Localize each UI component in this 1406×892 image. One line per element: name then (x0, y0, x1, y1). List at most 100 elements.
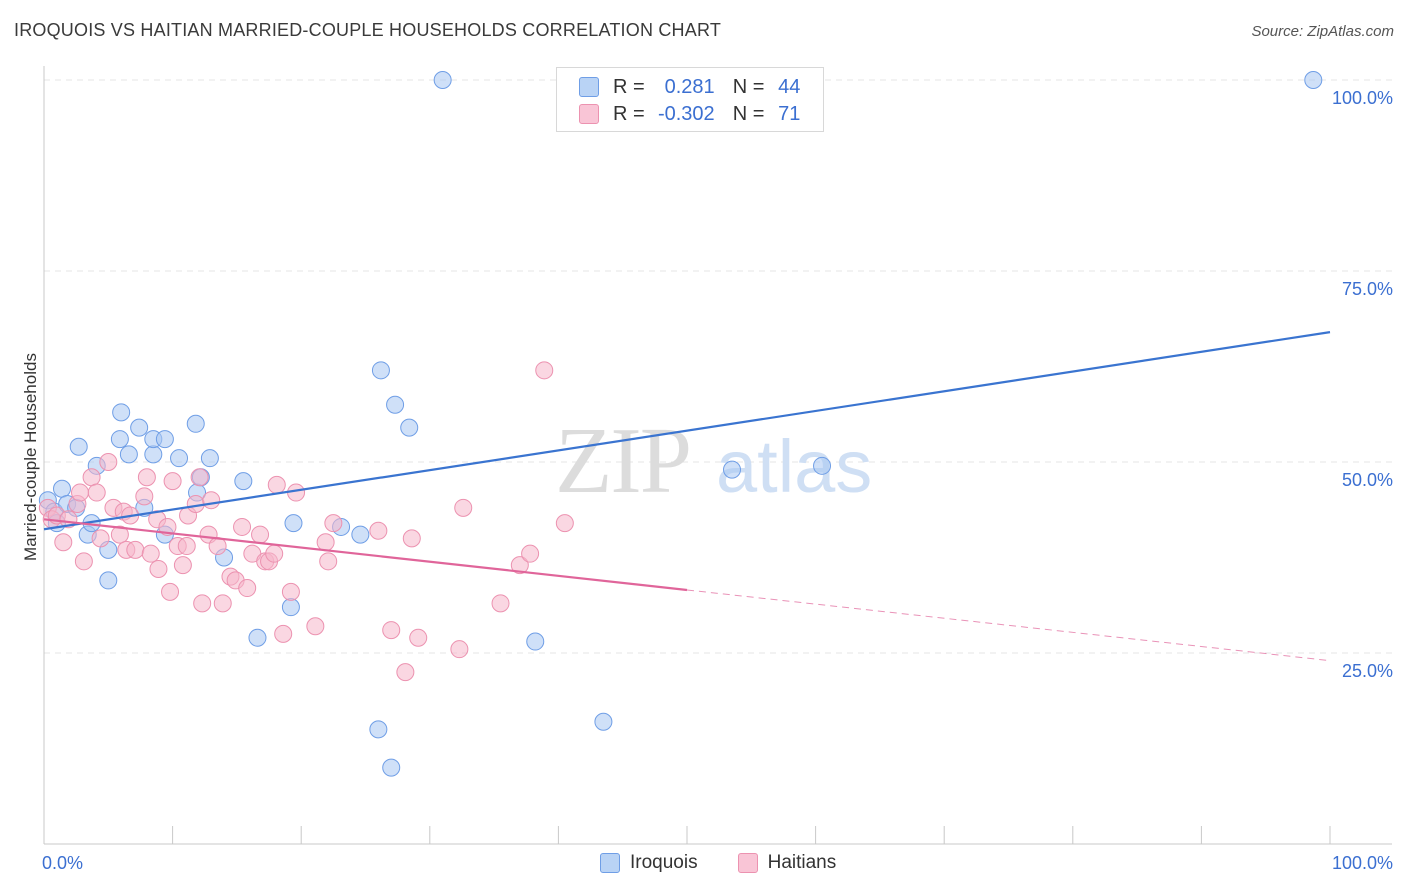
legend-row-iroquois: R = 0.281 N = 44 (579, 75, 800, 99)
point-haitians (521, 544, 540, 563)
point-iroquois (386, 395, 405, 414)
point-haitians (149, 559, 168, 578)
legend-n-value: 71 (778, 102, 801, 125)
point-haitians (267, 475, 286, 494)
point-haitians (369, 521, 388, 540)
point-haitians (82, 468, 101, 487)
point-iroquois (382, 758, 401, 777)
point-haitians (555, 514, 574, 533)
point-haitians (324, 514, 343, 533)
points (38, 71, 1323, 777)
point-haitians (71, 483, 90, 502)
point-haitians (54, 533, 73, 552)
point-iroquois (369, 720, 388, 739)
point-iroquois (351, 525, 370, 544)
trend-line-haitians (43, 518, 688, 592)
point-iroquois (248, 628, 267, 647)
legend-r-value: -0.302 (657, 102, 715, 125)
point-iroquois (723, 460, 742, 479)
legend-n-label: N = (732, 75, 765, 98)
point-iroquois (1304, 71, 1323, 89)
trend-line-extension-haitians (686, 589, 1331, 662)
chart-title: IROQUOIS VS HAITIAN MARRIED-COUPLE HOUSE… (14, 20, 722, 40)
point-iroquois (170, 449, 189, 468)
x-tick-label-max: 100.0% (1332, 853, 1393, 873)
point-iroquois (813, 456, 832, 475)
legend-r-label: R = (613, 75, 645, 98)
legend-r-label: R = (613, 102, 645, 125)
point-haitians (141, 544, 160, 563)
point-haitians (173, 556, 192, 575)
bottom-legend: Iroquois Haitians (600, 852, 836, 874)
point-haitians (450, 640, 469, 659)
bottom-legend-swatch-haitians (737, 853, 758, 873)
point-haitians (213, 594, 232, 613)
point-haitians (87, 483, 106, 502)
watermark-zip: ZIP (555, 409, 690, 513)
legend-r-value: 0.281 (664, 75, 715, 98)
point-iroquois (281, 598, 300, 617)
trend-lines (43, 331, 1331, 662)
point-iroquois (53, 479, 72, 498)
bottom-legend-haitians: Haitians (767, 852, 837, 873)
legend-row-haitians: R = -0.302 N = 71 (579, 102, 800, 126)
point-haitians (190, 468, 209, 487)
point-iroquois (110, 430, 129, 449)
point-haitians (409, 628, 428, 647)
legend-box: R = 0.281 N = 44 R = -0.302 N = 71 (556, 67, 824, 132)
legend-swatch-iroquois (579, 77, 599, 97)
point-haitians (135, 487, 154, 506)
point-iroquois (99, 571, 118, 590)
point-haitians (161, 582, 180, 601)
point-haitians (193, 594, 212, 613)
point-haitians (158, 517, 177, 536)
point-iroquois (526, 632, 545, 651)
point-haitians (274, 624, 293, 643)
point-iroquois (371, 361, 390, 380)
point-iroquois (112, 403, 131, 422)
x-tick-label-min: 0.0% (42, 853, 83, 873)
point-haitians (265, 544, 284, 563)
point-haitians (238, 579, 257, 598)
bottom-legend-iroquois: Iroquois (630, 852, 698, 873)
point-iroquois (594, 712, 613, 731)
y-tick-label: 75.0% (1342, 279, 1393, 299)
point-haitians (281, 582, 300, 601)
legend-n-label: N = (732, 102, 765, 125)
point-haitians (91, 529, 110, 548)
point-haitians (306, 617, 325, 636)
trend-line-iroquois (43, 331, 1331, 531)
point-iroquois (119, 445, 138, 464)
y-tick-label: 25.0% (1342, 661, 1393, 681)
bottom-legend-swatch-iroquois (600, 853, 620, 873)
point-iroquois (69, 437, 88, 456)
watermark-atlas: atlas (716, 425, 872, 508)
point-haitians (163, 472, 182, 491)
point-haitians (535, 361, 554, 380)
legend-n-value: 44 (778, 75, 801, 98)
point-haitians (126, 540, 145, 559)
point-haitians (233, 517, 252, 536)
point-iroquois (284, 514, 303, 533)
y-tick-label: 100.0% (1332, 88, 1393, 108)
point-haitians (319, 552, 338, 571)
point-haitians (510, 556, 529, 575)
y-tick-label: 50.0% (1342, 470, 1393, 490)
point-iroquois (130, 418, 149, 437)
axes (43, 66, 1392, 845)
point-haitians (382, 621, 401, 640)
point-iroquois (234, 472, 253, 491)
legend-swatch-haitians (579, 104, 599, 124)
point-iroquois (186, 414, 205, 433)
y-axis-label: Married-couple Households (21, 353, 40, 561)
point-haitians (396, 663, 415, 682)
point-haitians (137, 468, 156, 487)
point-iroquois (144, 445, 163, 464)
point-iroquois (155, 430, 174, 449)
source-label: Source: ZipAtlas.com (1251, 23, 1394, 40)
point-haitians (110, 525, 129, 544)
point-haitians (74, 552, 93, 571)
grid (44, 79, 1392, 654)
point-haitians (99, 453, 118, 471)
